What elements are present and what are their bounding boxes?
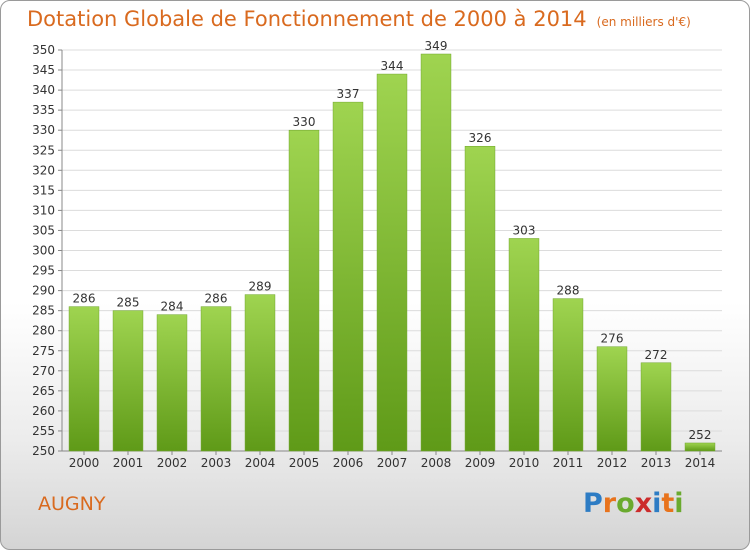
bar-2003[interactable] <box>200 306 232 452</box>
bar-2011[interactable] <box>552 298 584 452</box>
value-label-2008: 349 <box>425 39 448 53</box>
value-label-2014: 252 <box>689 428 712 442</box>
value-label-2011: 288 <box>557 284 580 298</box>
y-tick-label: 270 <box>32 364 55 378</box>
logo-letter: o <box>616 488 635 519</box>
value-label-2003: 286 <box>205 292 228 306</box>
value-label-2001: 285 <box>117 296 140 310</box>
y-tick-label: 265 <box>32 384 55 398</box>
x-tick-label-2002: 2002 <box>157 456 188 470</box>
logo-letter: i <box>652 488 662 519</box>
value-label-2007: 344 <box>381 59 404 73</box>
y-tick-label: 280 <box>32 324 55 338</box>
proxiti-logo[interactable]: Proxiti <box>583 488 684 519</box>
y-tick-label: 260 <box>32 404 55 418</box>
y-tick-label: 330 <box>32 123 55 137</box>
value-label-2010: 303 <box>513 223 536 237</box>
x-tick-label-2004: 2004 <box>245 456 276 470</box>
value-label-2004: 289 <box>249 280 272 294</box>
logo-letter: t <box>661 488 675 519</box>
x-tick-label-2000: 2000 <box>69 456 100 470</box>
x-tick-label-2010: 2010 <box>509 456 540 470</box>
x-tick-label-2013: 2013 <box>641 456 672 470</box>
bar-2004[interactable] <box>244 294 276 452</box>
x-tick-label-2011: 2011 <box>553 456 584 470</box>
y-tick-label: 335 <box>32 103 55 117</box>
y-tick-label: 340 <box>32 83 55 97</box>
bar-2000[interactable] <box>68 306 100 452</box>
y-tick-label: 255 <box>32 424 55 438</box>
chart-title: Dotation Globale de Fonctionnement de 20… <box>27 7 691 31</box>
location-label: AUGNY <box>38 493 106 515</box>
bar-2006[interactable] <box>332 101 364 452</box>
value-label-2013: 272 <box>645 348 668 362</box>
x-tick-label-2009: 2009 <box>465 456 496 470</box>
chart-subtitle: (en milliers d'€) <box>596 15 691 29</box>
x-tick-label-2005: 2005 <box>289 456 320 470</box>
x-tick-label-2001: 2001 <box>113 456 144 470</box>
bar-2010[interactable] <box>508 238 540 452</box>
y-tick-label: 300 <box>32 244 55 258</box>
bar-2014[interactable] <box>684 442 716 452</box>
value-label-2005: 330 <box>293 115 316 129</box>
x-tick-label-2008: 2008 <box>421 456 452 470</box>
bar-2013[interactable] <box>640 362 672 452</box>
logo-letter: P <box>583 488 603 519</box>
y-tick-label: 250 <box>32 444 55 458</box>
bar-2005[interactable] <box>288 129 320 452</box>
x-tick-label-2003: 2003 <box>201 456 232 470</box>
logo-letter: x <box>634 488 653 519</box>
y-tick-label: 275 <box>32 344 55 358</box>
y-tick-label: 325 <box>32 143 55 157</box>
y-tick-label: 320 <box>32 163 55 177</box>
bar-2008[interactable] <box>420 53 452 452</box>
chart-title-text: Dotation Globale de Fonctionnement de 20… <box>27 7 587 31</box>
logo-letter: i <box>674 488 684 519</box>
y-tick-label: 315 <box>32 183 55 197</box>
y-tick-label: 310 <box>32 203 55 217</box>
value-label-2009: 326 <box>469 131 492 145</box>
bar-2007[interactable] <box>376 73 408 452</box>
y-tick-label: 305 <box>32 223 55 237</box>
y-tick-label: 290 <box>32 284 55 298</box>
bar-2012[interactable] <box>596 346 628 452</box>
bar-2002[interactable] <box>156 314 188 452</box>
bar-2001[interactable] <box>112 310 144 452</box>
value-label-2012: 276 <box>601 332 624 346</box>
bar-2009[interactable] <box>464 145 496 452</box>
value-label-2002: 284 <box>161 300 184 314</box>
y-tick-label: 285 <box>32 304 55 318</box>
x-tick-label-2012: 2012 <box>597 456 628 470</box>
x-tick-label-2006: 2006 <box>333 456 364 470</box>
y-tick-label: 345 <box>32 63 55 77</box>
value-label-2000: 286 <box>73 292 96 306</box>
x-tick-label-2014: 2014 <box>685 456 716 470</box>
y-tick-label: 350 <box>32 43 55 57</box>
y-tick-label: 295 <box>32 264 55 278</box>
value-label-2006: 337 <box>337 87 360 101</box>
x-tick-label-2007: 2007 <box>377 456 408 470</box>
logo-letter: r <box>602 488 617 519</box>
